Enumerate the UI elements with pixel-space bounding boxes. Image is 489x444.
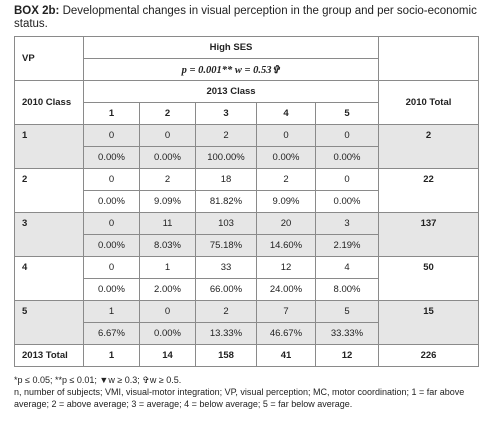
percent-cell: 14.60% [256,234,316,257]
footnote-significance: *p ≤ 0.05; **p ≤ 0.01; ▼w ≥ 0.3; ✞w ≥ 0.… [14,375,182,385]
column-total-cell: 14 [139,344,196,367]
row-label: 2 [14,168,84,213]
percent-cell: 24.00% [256,278,316,301]
count-cell: 0 [139,300,196,323]
row-label: 1 [14,124,84,169]
row-total-cell: 2 [378,124,480,169]
row-group-header: 2010 Class [14,80,84,125]
row-total-cell: 22 [378,168,480,213]
footnotes: *p ≤ 0.05; **p ≤ 0.01; ▼w ≥ 0.3; ✞w ≥ 0.… [14,374,480,410]
percent-cell: 0.00% [83,190,140,213]
count-cell: 1 [139,256,196,279]
percent-cell: 33.33% [314,322,380,345]
percent-cell: 81.82% [195,190,257,213]
count-cell: 5 [314,300,380,323]
column-total-cell: 12 [314,344,380,367]
count-cell: 2 [256,168,316,191]
percent-cell: 0.00% [139,146,196,169]
count-cell: 11 [139,212,196,235]
percent-cell: 46.67% [256,322,316,345]
row-label: 4 [14,256,84,301]
percent-cell: 0.00% [83,146,140,169]
grand-total-cell: 226 [378,344,480,367]
count-cell: 4 [314,256,380,279]
table-row: 0.00% 0.00% 100.00% 0.00% 0.00% [15,146,479,169]
table-row: 3 0 11 103 20 3 137 [14,212,480,257]
column-header: 3 [195,102,257,125]
row-label: 3 [14,212,84,257]
column-total-cell: 41 [256,344,316,367]
percent-cell: 100.00% [195,146,257,169]
percent-cell: 0.00% [83,234,140,257]
count-cell: 0 [83,212,140,235]
count-cell: 0 [83,168,140,191]
table-row: 0.00% 2.00% 66.00% 24.00% 8.00% [15,278,479,301]
count-cell: 0 [314,124,380,147]
row-total-cell: 50 [378,256,480,301]
percent-cell: 0.00% [256,146,316,169]
count-cell: 2 [195,300,257,323]
column-total-cell: 158 [195,344,257,367]
total-row-label: 2013 Total [14,344,84,367]
percent-cell: 0.00% [314,190,380,213]
stat-header: p = 0.001** w = 0.53✞ [82,58,380,81]
column-header: 2 [139,102,196,125]
row-label: 5 [14,300,84,345]
count-cell: 3 [314,212,380,235]
table-row: 4 0 1 33 12 4 50 [14,256,480,301]
box-label: BOX 2b: [14,5,60,17]
row-total-cell: 15 [378,300,480,345]
table-row: 0.00% 9.09% 81.82% 9.09% 0.00% [15,190,479,213]
count-cell: 2 [139,168,196,191]
percent-cell: 0.00% [139,322,196,345]
percent-cell: 75.18% [195,234,257,257]
count-cell: 1 [83,300,140,323]
column-header: 4 [256,102,316,125]
count-cell: 103 [195,212,257,235]
count-cell: 33 [195,256,257,279]
percent-cell: 2.19% [314,234,380,257]
count-cell: 12 [256,256,316,279]
table-body: VP High SES p = 0.001** w = 0.53✞ 2010 Clas… [14,36,480,367]
vp-header: VP [14,36,84,81]
table-row: 6.67% 0.00% 13.33% 46.67% 33.33% [15,322,479,345]
total-col-header: 2010 Total [378,80,480,125]
table-row: 2 0 2 18 2 0 22 [14,168,480,213]
percent-cell: 6.67% [83,322,140,345]
footnote-abbreviations: n, number of subjects; VMI, visual-motor… [14,387,465,409]
total-row: 2013 Total 1 14 158 41 12 226 [14,344,480,367]
count-cell: 0 [139,124,196,147]
count-cell: 7 [256,300,316,323]
data-table: VP High SES p = 0.001** w = 0.53✞ 2010 Clas… [14,36,480,367]
percent-cell: 8.03% [139,234,196,257]
table-row: 5 1 0 2 7 5 15 [14,300,480,345]
column-header: 1 [83,102,140,125]
count-cell: 2 [195,124,257,147]
percent-cell: 0.00% [314,146,380,169]
col-group-header: 2013 Class [82,80,380,103]
count-cell: 18 [195,168,257,191]
group-header: High SES [82,36,380,59]
header-row-vp: VP High SES [14,36,480,81]
header-row-classes: 2010 Class 2013 Class 2010 Total [14,80,480,125]
percent-cell: 9.09% [139,190,196,213]
blank-header-cell [378,36,480,81]
box-caption: BOX 2b: Developmental changes in visual … [14,5,484,31]
column-total-cell: 1 [83,344,140,367]
count-cell: 0 [314,168,380,191]
percent-cell: 66.00% [195,278,257,301]
count-cell: 0 [256,124,316,147]
count-cell: 20 [256,212,316,235]
row-total-cell: 137 [378,212,480,257]
percent-cell: 13.33% [195,322,257,345]
percent-cell: 8.00% [314,278,380,301]
column-header: 5 [314,102,380,125]
count-cell: 0 [83,124,140,147]
box-title: Developmental changes in visual percepti… [14,5,477,30]
percent-cell: 0.00% [83,278,140,301]
percent-cell: 9.09% [256,190,316,213]
count-cell: 0 [83,256,140,279]
percent-cell: 2.00% [139,278,196,301]
